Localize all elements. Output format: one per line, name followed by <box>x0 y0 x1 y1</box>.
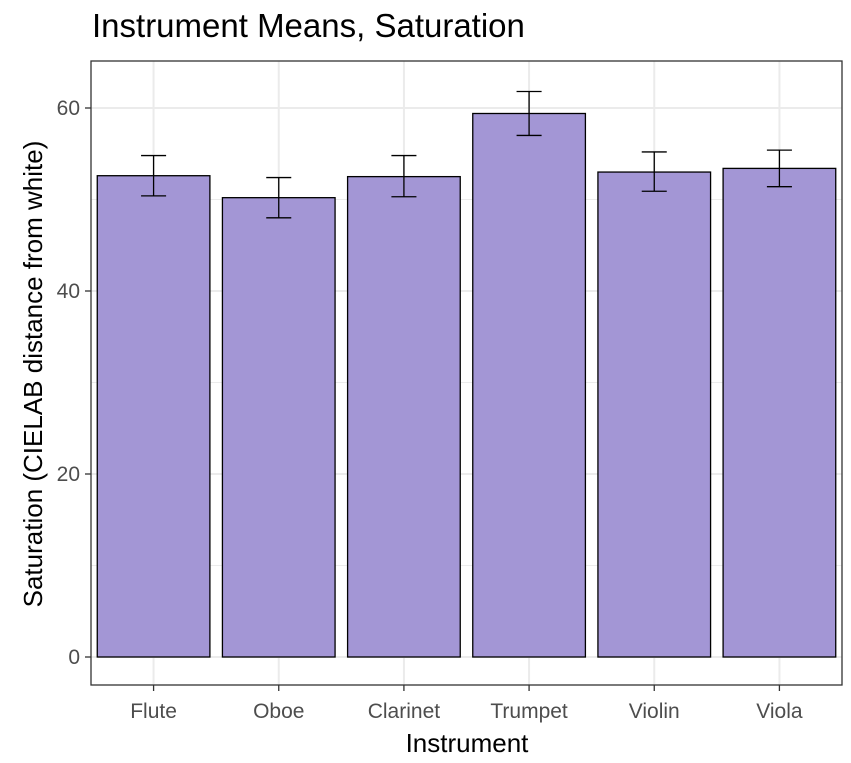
bar-clarinet <box>346 175 461 658</box>
error-bar-oboe <box>266 176 292 219</box>
y-tick-label: 40 <box>57 280 80 303</box>
y-axis-title: Saturation (CIELAB distance from white) <box>18 141 48 608</box>
x-tick-label-viola: Viola <box>756 700 803 723</box>
bars <box>96 112 837 658</box>
error-bar-viola <box>766 149 792 188</box>
y-tick-label: 20 <box>57 463 80 486</box>
bar-viola <box>722 167 837 658</box>
y-tick-label: 0 <box>68 646 80 669</box>
x-tick-label-violin: Violin <box>629 700 680 723</box>
y-axis-ticks: 0 20 40 60 <box>57 97 91 669</box>
bar-flute <box>96 175 211 658</box>
chart-title: Instrument Means, Saturation <box>92 7 525 44</box>
error-bar-clarinet <box>391 154 417 198</box>
error-bars <box>141 90 792 219</box>
x-tick-label-oboe: Oboe <box>253 700 304 723</box>
bar-oboe <box>221 197 336 658</box>
error-bar-trumpet <box>516 90 542 137</box>
bar-trumpet <box>472 112 587 658</box>
panel-border <box>90 60 843 686</box>
y-tick-label: 60 <box>57 97 80 120</box>
x-axis-title: Instrument <box>406 728 530 758</box>
error-bar-violin <box>641 151 667 192</box>
error-bar-flute <box>141 154 167 197</box>
x-axis-ticks: Flute Oboe Clarinet Trumpet Violin Viola <box>130 685 803 723</box>
x-tick-label-flute: Flute <box>130 700 177 723</box>
x-tick-label-trumpet: Trumpet <box>490 700 568 723</box>
x-tick-label-clarinet: Clarinet <box>368 700 441 723</box>
bar-violin <box>597 171 712 658</box>
